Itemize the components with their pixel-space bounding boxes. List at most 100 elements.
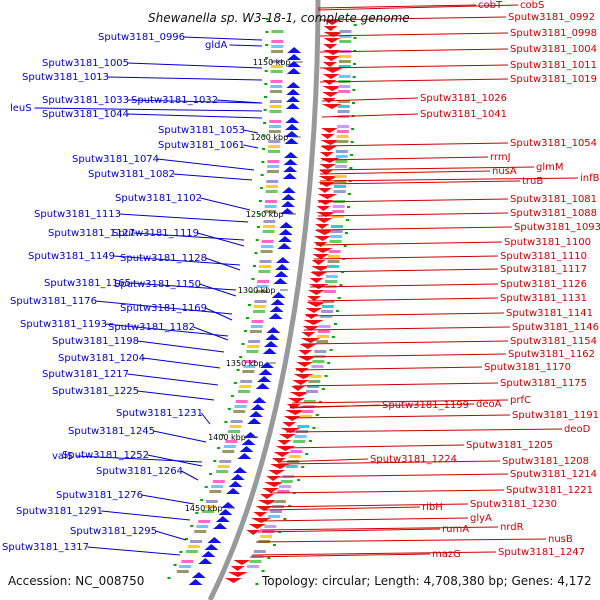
cog-block-forward — [190, 540, 203, 543]
gene-label-left: Sputw3181_1252 — [62, 450, 149, 461]
reverse-gene-arrow — [315, 224, 330, 229]
leader-line-right — [293, 382, 499, 387]
forward-gene-arrow — [257, 376, 272, 382]
cog-block-forward — [203, 505, 216, 508]
minor-tick — [262, 135, 266, 137]
forward-gene-arrow — [226, 488, 241, 494]
gene-label-right: nusB — [548, 534, 573, 545]
reverse-gene-arrow — [248, 524, 266, 529]
leader-line-right — [289, 403, 475, 408]
leader-line-left — [127, 99, 263, 104]
leader-line-left — [127, 113, 263, 119]
cog-block-reverse — [332, 210, 345, 213]
minor-tick — [339, 284, 343, 286]
minor-tick — [241, 343, 245, 345]
gene-label-right: glyA — [470, 513, 492, 524]
forward-gene-arrow — [237, 453, 252, 459]
reverse-gene-arrow — [227, 572, 248, 577]
left-gene-labels: Sputw3181_0996 gldA Sputw3181_1005 Sputw318… — [2, 32, 245, 553]
reverse-gene-arrow — [309, 278, 324, 283]
minor-tick — [288, 505, 292, 507]
minor-tick — [224, 421, 228, 423]
minor-tick — [261, 161, 265, 163]
cog-block-reverse — [247, 565, 260, 568]
reverse-gene-arrow — [319, 152, 334, 157]
minor-tick — [343, 245, 347, 247]
tick-label: 1300 kbp — [238, 286, 276, 295]
reverse-gene-arrow — [294, 368, 309, 373]
reverse-gene-arrow — [233, 560, 251, 565]
leader-line-right — [277, 458, 369, 463]
leader-line-right — [307, 297, 499, 302]
leader-line-right — [319, 78, 509, 83]
cog-block-reverse — [334, 180, 347, 183]
gene-label-right: mazG — [432, 549, 461, 560]
cog-block-forward — [255, 290, 268, 293]
topology-text: Topology: circular; Length: 4,708,380 bp… — [261, 574, 592, 588]
cog-block-forward — [270, 70, 283, 73]
cog-block-forward — [181, 560, 194, 563]
gene-label-left: Sputw3181_1176 — [10, 296, 97, 307]
gene-label-right: Sputw3181_1131 — [500, 293, 587, 304]
cog-block-reverse — [299, 415, 312, 418]
gene-label-right: infB — [580, 173, 600, 184]
cog-block-forward — [269, 125, 282, 128]
gene-label-right: Sputw3181_1041 — [420, 109, 507, 120]
minor-tick — [345, 219, 349, 221]
leader-line-right — [287, 414, 511, 419]
minor-tick — [347, 193, 351, 195]
cog-block-forward — [234, 405, 247, 408]
minor-tick — [337, 297, 341, 299]
cog-block-forward — [198, 520, 211, 523]
cog-block-forward — [265, 190, 278, 193]
leader-line-right — [317, 212, 509, 217]
minor-tick — [301, 466, 305, 468]
reverse-gene-arrow — [323, 26, 338, 31]
cog-block-reverse — [326, 265, 339, 268]
minor-tick — [243, 330, 247, 332]
leader-line-left — [173, 173, 253, 181]
minor-tick — [200, 499, 204, 501]
reverse-gene-arrow — [289, 392, 310, 397]
gene-label-right: nrdR — [500, 522, 524, 533]
reverse-gene-arrow — [315, 218, 333, 223]
reverse-gene-arrow — [319, 158, 340, 163]
cog-block-reverse — [297, 425, 310, 428]
forward-gene-arrow — [282, 173, 297, 179]
forward-gene-arrow — [239, 446, 254, 452]
cog-block-forward — [176, 570, 189, 573]
cog-block-reverse — [307, 385, 320, 388]
cog-block-forward — [222, 450, 235, 453]
leader-line-right — [281, 444, 465, 449]
cog-block-reverse — [273, 500, 286, 503]
reverse-gene-arrow — [303, 320, 324, 325]
minor-tick — [251, 278, 255, 280]
forward-gene-arrow — [207, 537, 222, 543]
forward-gene-arrow — [241, 439, 256, 445]
cog-block-forward — [212, 480, 225, 483]
gene-label-right: Sputw3181_1199 — [382, 400, 469, 411]
map-title: Shewanella sp. W3-18-1, complete genome — [148, 11, 410, 25]
cog-block-reverse — [294, 435, 307, 438]
cog-block-reverse — [317, 330, 330, 333]
gene-label-left: Sputw3181_1225 — [52, 386, 139, 397]
gene-label-left: Sputw3181_1204 — [58, 353, 145, 364]
minor-tick — [329, 349, 333, 351]
reverse-gene-arrow — [307, 290, 325, 295]
minor-tick — [324, 375, 328, 377]
minor-tick — [204, 486, 208, 488]
leader-line-right — [319, 170, 491, 175]
leader-line-left — [113, 255, 241, 266]
cog-block-reverse — [264, 525, 277, 528]
forward-gene-arrow — [285, 117, 300, 123]
leader-line-right — [319, 64, 509, 69]
reverse-gene-arrow — [298, 350, 313, 355]
reverse-gene-arrow — [307, 296, 322, 301]
forward-gene-arrow — [255, 383, 270, 389]
cog-block-reverse — [337, 105, 350, 108]
leader-line-right — [269, 489, 505, 494]
minor-tick — [239, 356, 243, 358]
left-leader-lines — [34, 36, 263, 556]
gene-label-right: Sputw3181_1110 — [500, 251, 587, 262]
